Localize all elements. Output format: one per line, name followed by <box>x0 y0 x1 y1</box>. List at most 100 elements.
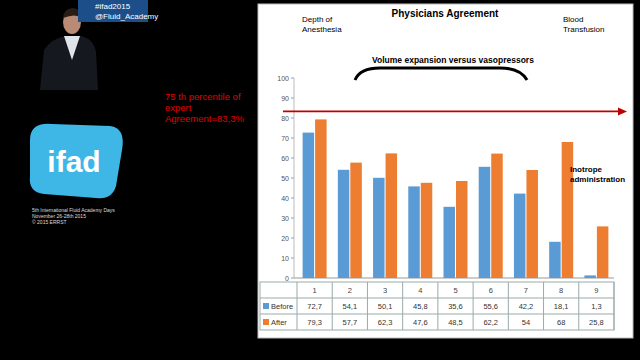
x-tick-label: 7 <box>524 286 528 295</box>
table-value: 79,3 <box>307 318 322 327</box>
y-tick-label: 30 <box>281 215 289 222</box>
table-value: 68 <box>557 318 565 327</box>
y-tick-label: 50 <box>281 175 289 182</box>
bars <box>303 119 609 278</box>
reference-label: Agreement=83,3% <box>165 113 245 124</box>
table-value: 50,1 <box>378 302 393 311</box>
legend-swatch <box>263 303 269 309</box>
x-tick-label: 4 <box>418 286 422 295</box>
table-value: 48,5 <box>448 318 463 327</box>
bar <box>456 181 468 278</box>
x-tick-label: 6 <box>489 286 493 295</box>
x-tick-label: 2 <box>348 286 352 295</box>
reference-arrow <box>618 107 627 115</box>
speaker-shirt <box>64 36 80 60</box>
table-value: 72,7 <box>307 302 322 311</box>
twitter-handle: #ifad2015 <box>95 2 131 11</box>
legend-swatch <box>263 319 269 325</box>
y-tick-label: 20 <box>281 235 289 242</box>
chart-title: Physicians Agreement <box>392 8 500 19</box>
table-border <box>260 282 614 330</box>
bar <box>315 119 327 278</box>
table-rule <box>332 282 333 330</box>
y-tick-label: 70 <box>281 135 289 142</box>
table-value: 35,6 <box>448 302 463 311</box>
bar <box>526 170 538 278</box>
bar <box>549 242 561 278</box>
legend-label: Before <box>271 302 293 311</box>
y-tick-label: 40 <box>281 195 289 202</box>
x-tick-label: 5 <box>453 286 457 295</box>
bar <box>479 167 491 278</box>
table-value: 42,2 <box>519 302 534 311</box>
table-rule <box>367 282 368 330</box>
annotation-brace <box>355 68 527 80</box>
x-tick-label: 1 <box>313 286 317 295</box>
annotation: Blood <box>563 15 583 24</box>
bar <box>584 275 596 278</box>
table-rule <box>260 298 614 299</box>
logo: ifad5th International Fluid Academy Days… <box>30 124 123 225</box>
bar <box>597 226 609 278</box>
bar <box>444 207 456 278</box>
logo-text: ifad <box>47 145 100 178</box>
reference-label: 75 th percentile of <box>165 91 241 102</box>
table-value: 54,1 <box>343 302 358 311</box>
y-tick-label: 80 <box>281 115 289 122</box>
table-value: 18,1 <box>554 302 569 311</box>
annotation: Inotrope <box>570 165 603 174</box>
table-rule <box>508 282 509 330</box>
annotation: Volume expansion versus vasopressors <box>372 55 534 65</box>
x-tick-label: 8 <box>559 286 563 295</box>
bar <box>373 178 385 278</box>
logo-shape <box>30 124 123 198</box>
bar <box>408 186 420 278</box>
table-rule <box>614 282 615 330</box>
table-rule <box>473 282 474 330</box>
table-value: 57,7 <box>343 318 358 327</box>
annotation: administration <box>570 175 625 184</box>
bar <box>562 142 574 278</box>
table-value: 55,6 <box>483 302 498 311</box>
table-rule <box>402 282 403 330</box>
table-value: 45,8 <box>413 302 428 311</box>
table-rule <box>260 314 614 315</box>
x-tick-label: 3 <box>383 286 387 295</box>
table-value: 25,8 <box>589 318 604 327</box>
bar <box>514 194 526 278</box>
event-text: © 2015 ERRST <box>32 219 67 225</box>
y-axis <box>294 78 295 278</box>
table-value: 54 <box>522 318 530 327</box>
table-value: 1,3 <box>591 302 601 311</box>
bar <box>386 153 398 278</box>
reference-label: expert <box>165 102 192 113</box>
table-value: 62,3 <box>378 318 393 327</box>
bar <box>338 170 350 278</box>
bar <box>303 133 315 278</box>
x-tick-label: 9 <box>594 286 598 295</box>
background <box>0 0 640 360</box>
y-tick-label: 60 <box>281 155 289 162</box>
annotation: Depth of <box>302 15 333 24</box>
table-rule <box>437 282 438 330</box>
y-tick-label: 10 <box>281 255 289 262</box>
legend-label: After <box>271 318 287 327</box>
table-value: 62,2 <box>483 318 498 327</box>
slide <box>258 4 633 338</box>
annotation: Anesthesia <box>302 25 342 34</box>
bar <box>421 183 433 278</box>
table-rule <box>578 282 579 330</box>
table-rule <box>297 282 298 330</box>
reference-line <box>283 111 620 113</box>
table-value: 47,6 <box>413 318 428 327</box>
bar <box>350 163 362 278</box>
speaker-suit <box>40 36 98 90</box>
y-tick-label: 0 <box>285 275 289 282</box>
frame: #ifad2015@Fluid_Academy ifad5th Internati… <box>0 0 640 360</box>
y-tick-label: 90 <box>281 95 289 102</box>
data-table: 1 2 3 4 5 6 7 8 9 Before 72,7 54,1 50,1 45,8 35,6 55,6 4… <box>260 282 614 330</box>
annotation: Transfusion <box>563 25 605 34</box>
twitter-handle: @Fluid_Academy <box>95 12 158 21</box>
table-rule <box>543 282 544 330</box>
y-tick-label: 100 <box>277 75 289 82</box>
